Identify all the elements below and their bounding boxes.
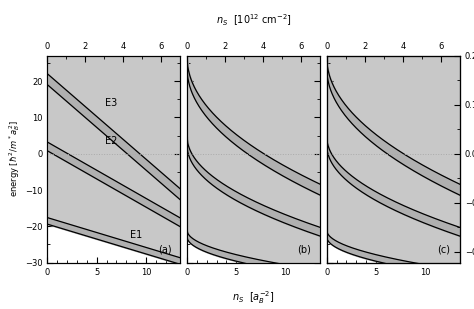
Y-axis label: energy $[\hbar^2 / m^* a_B^2]$: energy $[\hbar^2 / m^* a_B^2]$ <box>7 121 22 197</box>
Text: (c): (c) <box>438 244 450 254</box>
Text: E2: E2 <box>105 136 118 146</box>
Text: $n_S$  $[10^{12}$ cm$^{-2}]$: $n_S$ $[10^{12}$ cm$^{-2}]$ <box>216 12 292 28</box>
Text: $n_S$  $[a_B^{-2}]$: $n_S$ $[a_B^{-2}]$ <box>232 289 275 306</box>
Text: (b): (b) <box>297 244 311 254</box>
Text: E3: E3 <box>105 98 118 108</box>
Text: (a): (a) <box>158 244 171 254</box>
Text: E1: E1 <box>130 231 142 240</box>
